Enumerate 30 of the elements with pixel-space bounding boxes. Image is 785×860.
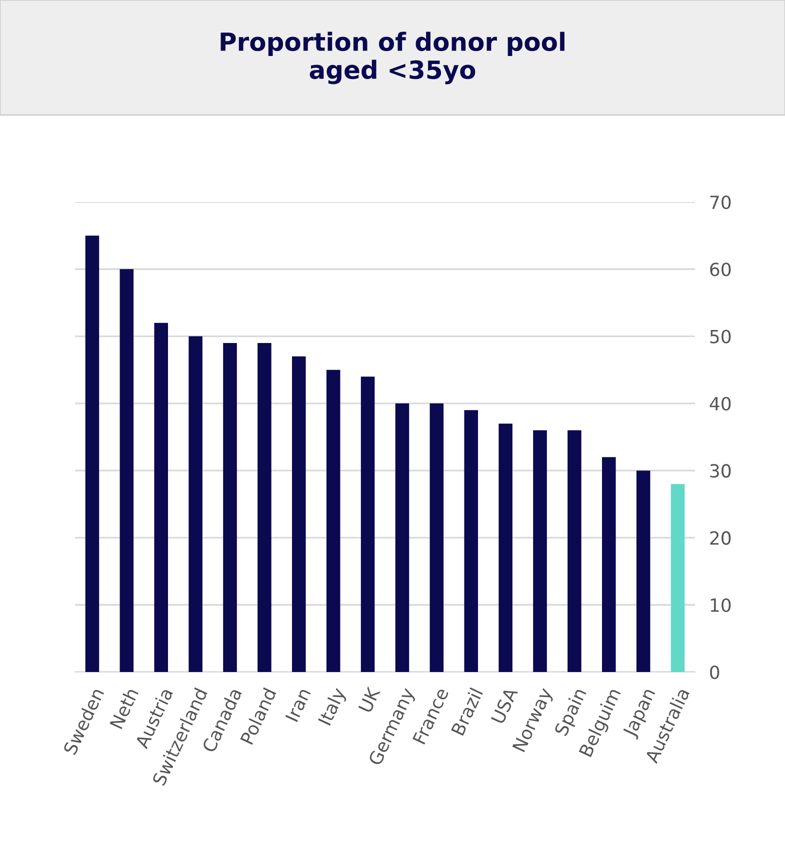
bar	[188, 336, 202, 672]
x-tick-label: Neth	[109, 687, 139, 730]
bar	[223, 343, 237, 672]
bar	[636, 470, 650, 672]
bar	[258, 343, 272, 672]
y-tick-label: 40	[710, 396, 731, 411]
y-tick-label: 0	[710, 665, 720, 680]
bar	[292, 356, 306, 672]
bar	[360, 376, 375, 672]
bar	[498, 424, 512, 672]
y-tick-label: 20	[710, 531, 731, 545]
bar	[464, 410, 478, 672]
chart-title: Proportion of donor pool aged <35yo	[220, 32, 564, 84]
y-tick-label: 50	[710, 330, 731, 344]
bar	[670, 484, 685, 672]
bar	[85, 236, 100, 672]
bar	[326, 370, 340, 672]
bar	[430, 403, 444, 672]
bar	[533, 430, 547, 672]
bar	[120, 269, 134, 672]
y-tick-label: 10	[710, 598, 731, 612]
x-tick-label: Italy	[318, 686, 349, 728]
bar	[568, 430, 582, 672]
bar	[602, 457, 616, 672]
x-tick-label: Iran	[285, 688, 311, 722]
bar	[395, 403, 410, 672]
y-tick-label: 70	[710, 195, 731, 210]
y-tick-label: 60	[710, 262, 731, 276]
y-tick-label: 30	[710, 464, 731, 478]
bar	[154, 322, 168, 672]
